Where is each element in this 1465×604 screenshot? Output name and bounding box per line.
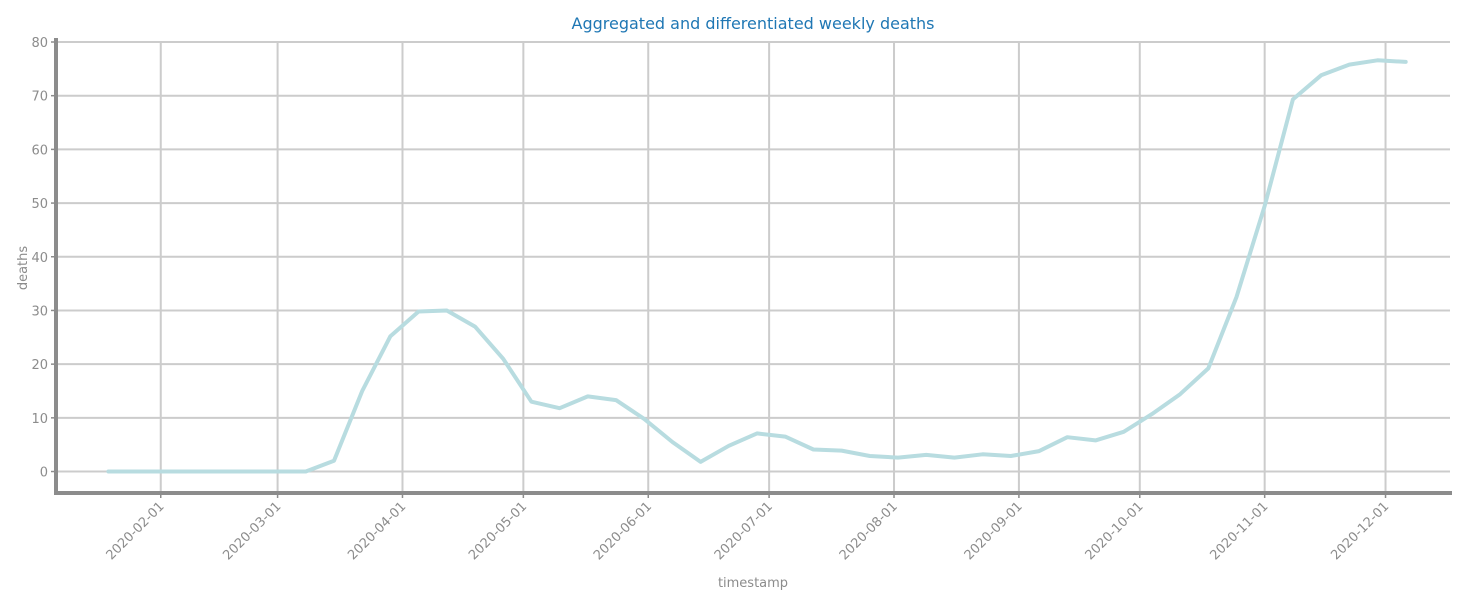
x-axis-ticks: 2020-02-01 2020-03-01 2020-04-01 2020-05-01… [104, 493, 1392, 563]
x-tick-label: 2020-07-01 [712, 499, 776, 563]
x-tick-label: 2020-08-01 [837, 499, 901, 563]
y-axis-ticks: 0 10 20 30 40 50 60 70 80 [31, 36, 56, 481]
x-tick-label: 2020-12-01 [1328, 499, 1392, 563]
chart-title: Aggregated and differentiated weekly dea… [572, 14, 935, 33]
y-tick-label: 0 [40, 466, 48, 481]
x-tick-label: 2020-04-01 [345, 499, 409, 563]
x-tick-label: 2020-06-01 [591, 499, 655, 563]
x-tick-label: 2020-09-01 [962, 499, 1026, 563]
y-tick-label: 80 [31, 36, 48, 51]
x-gridlines [159, 42, 1387, 493]
y-tick-label: 40 [31, 251, 48, 266]
y-tick-label: 10 [31, 412, 48, 427]
y-tick-label: 50 [31, 197, 48, 212]
x-tick-label: 2020-10-01 [1083, 499, 1147, 563]
y-axis-label: deaths [16, 246, 31, 291]
y-tick-label: 30 [31, 304, 48, 319]
y-tick-label: 70 [31, 90, 48, 105]
x-tick-label: 2020-05-01 [466, 499, 530, 563]
y-tick-label: 20 [31, 358, 48, 373]
y-gridlines [56, 41, 1450, 473]
x-tick-label: 2020-11-01 [1207, 499, 1271, 563]
x-tick-label: 2020-02-01 [104, 499, 168, 563]
x-axis-label: timestamp [718, 576, 788, 591]
series-line [106, 58, 1408, 474]
y-tick-label: 60 [31, 143, 48, 158]
x-tick-label: 2020-03-01 [220, 499, 284, 563]
